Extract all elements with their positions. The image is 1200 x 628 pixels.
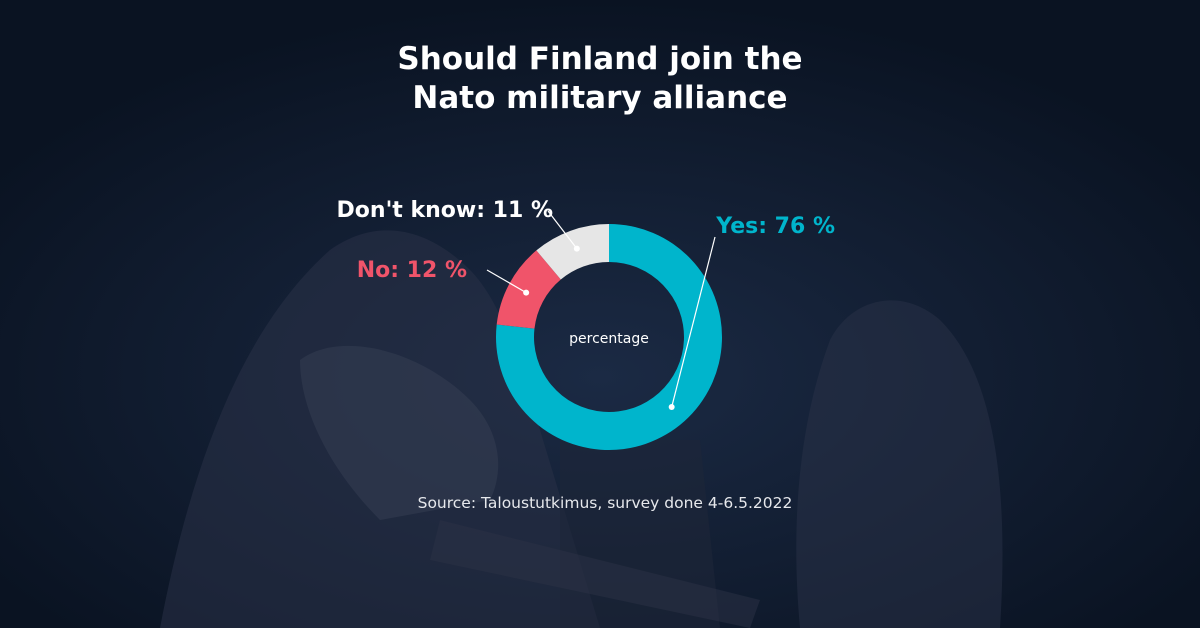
chart-title: Should Finland join the Nato military al… <box>0 40 1200 118</box>
slice-no <box>496 250 561 329</box>
slice-yes-leader-dot <box>668 404 675 411</box>
slice-label-no: No: 12 % <box>357 258 467 283</box>
chart-title-line-1: Should Finland join the <box>397 41 803 77</box>
slice-yes-leader-line <box>671 236 716 408</box>
slice-no-leader-line <box>486 269 527 294</box>
source-note: Source: Taloustutkimus, survey done 4-6.… <box>417 494 793 512</box>
center-label: percentage <box>569 331 649 347</box>
slice-yes <box>496 224 722 450</box>
slice-label-dont-know: Don't know: 11 % <box>337 198 553 223</box>
slice-no-leader-dot <box>523 289 530 296</box>
slice-dont-know-leader-line <box>547 210 578 250</box>
slice-dont-know <box>536 224 609 280</box>
chart-title-line-2: Nato military alliance <box>412 80 788 116</box>
slice-label-yes: Yes: 76 % <box>715 214 835 239</box>
slice-dont-know-leader-dot <box>573 245 580 252</box>
